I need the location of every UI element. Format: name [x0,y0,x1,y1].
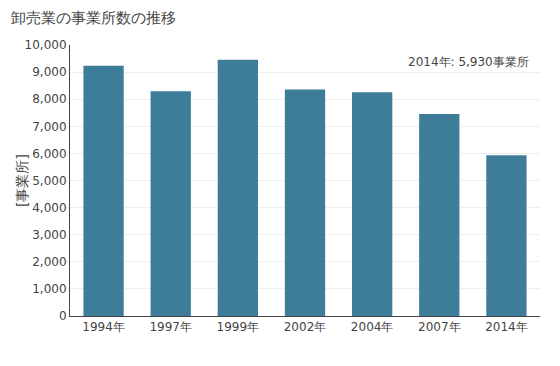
svg-text:1999年: 1999年 [217,320,260,334]
svg-text:2002年: 2002年 [284,320,327,334]
svg-text:3,000: 3,000 [32,228,66,242]
svg-text:10,000: 10,000 [25,38,67,52]
svg-text:8,000: 8,000 [32,92,66,106]
svg-text:[事業所]: [事業所] [14,154,30,207]
svg-text:7,000: 7,000 [32,120,66,134]
svg-text:卸売業の事業所数の推移: 卸売業の事業所数の推移 [11,9,176,27]
svg-text:1,000: 1,000 [32,282,66,296]
svg-text:5,000: 5,000 [32,174,66,188]
svg-text:2014年: 2014年 [485,320,528,334]
svg-text:0: 0 [59,309,67,323]
svg-text:2,000: 2,000 [32,255,66,269]
svg-text:1997年: 1997年 [149,320,192,334]
svg-text:2014年: 5,930事業所: 2014年: 5,930事業所 [408,55,529,69]
svg-text:4,000: 4,000 [32,201,66,215]
svg-text:2007年: 2007年 [418,320,461,334]
svg-text:9,000: 9,000 [32,65,66,79]
svg-text:6,000: 6,000 [32,147,66,161]
svg-text:1994年: 1994年 [82,320,125,334]
svg-text:2004年: 2004年 [351,320,394,334]
